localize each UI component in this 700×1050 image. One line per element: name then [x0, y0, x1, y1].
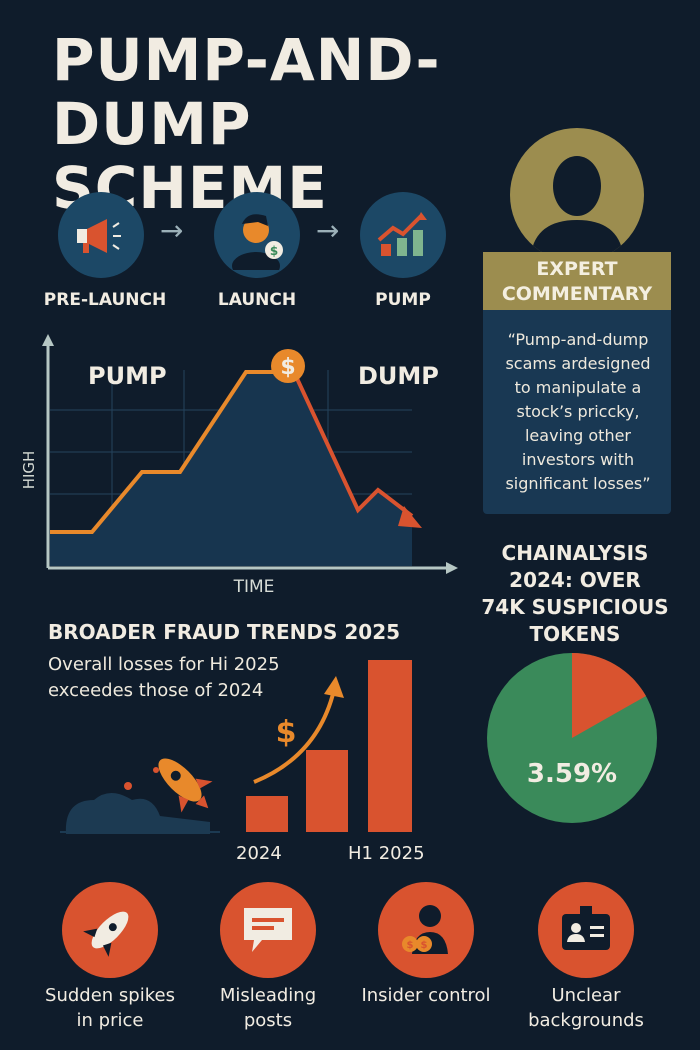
spark	[153, 767, 159, 773]
speech-bubble-icon	[220, 882, 316, 978]
quote-line: investors with	[521, 450, 635, 469]
sign-label-line: Misleading	[219, 985, 317, 1006]
expert-avatar	[510, 128, 644, 262]
sign-label-sudden-spikes: Sudden spikes in price	[35, 983, 185, 1033]
bar-2024-small	[246, 796, 288, 832]
y-axis-label: HIGH	[20, 451, 38, 490]
quote-line: “Pump-and-dump	[507, 330, 649, 349]
sign-label-line: Sudden spikes	[45, 985, 175, 1006]
coin-icon	[271, 349, 305, 383]
dollar-sign: $	[276, 715, 297, 750]
chainalysis-line: 74K SUSPICIOUS	[481, 595, 669, 619]
expert-commentary-heading: EXPERT COMMENTARY	[483, 252, 671, 310]
coin-symbol: $	[280, 355, 295, 380]
fraud-trends-subtitle: Overall losses for Hi 2025 exceedes thos…	[48, 652, 328, 704]
step-label-launch: LAUNCH	[217, 290, 297, 310]
expert-heading-line-2: COMMENTARY	[501, 283, 653, 305]
chainalysis-line: 2024: OVER	[509, 568, 641, 592]
pump-line	[50, 370, 294, 534]
dump-arrowhead	[398, 506, 422, 528]
rocket-icon	[62, 882, 158, 978]
insider-person-icon: $ $	[378, 882, 474, 978]
fraud-subtitle-line: exceedes those of 2024	[48, 680, 264, 701]
pie-highlight-slice	[572, 652, 646, 738]
growth-arrowhead	[324, 676, 344, 698]
suspicious-tokens-pie: 3.59%	[487, 652, 657, 823]
step-label-pre-launch: PRE-LAUNCH	[43, 290, 167, 310]
quote-line: stock’s priccky,	[516, 402, 640, 421]
chainalysis-line: TOKENS	[529, 622, 621, 646]
expert-quote: “Pump-and-dump scams ardesigned to manip…	[490, 328, 666, 496]
fraud-trends-title: BROADER FRAUD TRENDS 2025	[48, 620, 401, 644]
svg-text:$: $	[421, 940, 428, 951]
sign-label-line: Unclear	[551, 985, 621, 1006]
x-axis-label: TIME	[233, 577, 275, 597]
chainalysis-stat: CHAINALYSIS 2024: OVER 74K SUSPICIOUS TO…	[480, 540, 670, 648]
sign-label-misleading-posts: Misleading posts	[193, 983, 343, 1033]
rising-chart-icon	[360, 192, 446, 278]
sign-label-line: posts	[243, 1010, 293, 1031]
chainalysis-line: CHAINALYSIS	[501, 541, 649, 565]
pump-dump-chart: $ HIGH TIME	[20, 334, 458, 597]
id-badge-icon	[538, 882, 634, 978]
dump-label: DUMP	[358, 362, 439, 390]
sign-label-line: in price	[76, 1010, 144, 1031]
svg-text:$: $	[407, 940, 414, 951]
bar-h1-2025	[368, 660, 412, 832]
sign-label-unclear-backgrounds: Unclear backgrounds	[511, 983, 661, 1033]
dump-line	[292, 371, 414, 518]
sign-label-insider-control: Insider control	[351, 983, 501, 1008]
arrow-right-icon: →	[316, 214, 340, 247]
quote-line: significant losses”	[505, 474, 651, 493]
sign-label-line: backgrounds	[528, 1010, 644, 1031]
pie-label: 3.59%	[527, 759, 617, 789]
fraud-subtitle-line: Overall losses for Hi 2025	[48, 654, 280, 675]
arrow-right-icon: →	[160, 214, 184, 247]
bar-middle	[306, 750, 348, 832]
page-title: PUMP-AND-DUMP SCHEME	[52, 28, 632, 220]
sign-label-line: Insider control	[361, 985, 491, 1006]
spark	[124, 782, 132, 790]
y-axis-arrow	[42, 334, 54, 346]
pump-label: PUMP	[88, 362, 167, 390]
quote-line: leaving other	[524, 426, 631, 445]
bar-label-h1-2025: H1 2025	[348, 843, 425, 864]
svg-text:$: $	[270, 244, 278, 258]
x-axis-arrow	[446, 562, 458, 574]
rocket-smoke	[65, 793, 210, 834]
fraud-bars-illustration: $	[60, 660, 412, 834]
chart-area	[50, 372, 412, 566]
quote-line: scams ardesigned	[505, 354, 651, 373]
person-with-coin-icon: $	[214, 192, 300, 278]
expert-heading-line-1: EXPERT	[536, 258, 618, 280]
megaphone-icon	[58, 192, 144, 278]
growth-curve	[253, 689, 336, 784]
bar-label-2024: 2024	[236, 843, 282, 864]
rocket-icon	[158, 758, 213, 813]
title-line-1: PUMP-AND-DUMP	[52, 26, 441, 158]
quote-line: to manipulate a	[514, 378, 642, 397]
step-label-pump: PUMP	[375, 290, 431, 310]
